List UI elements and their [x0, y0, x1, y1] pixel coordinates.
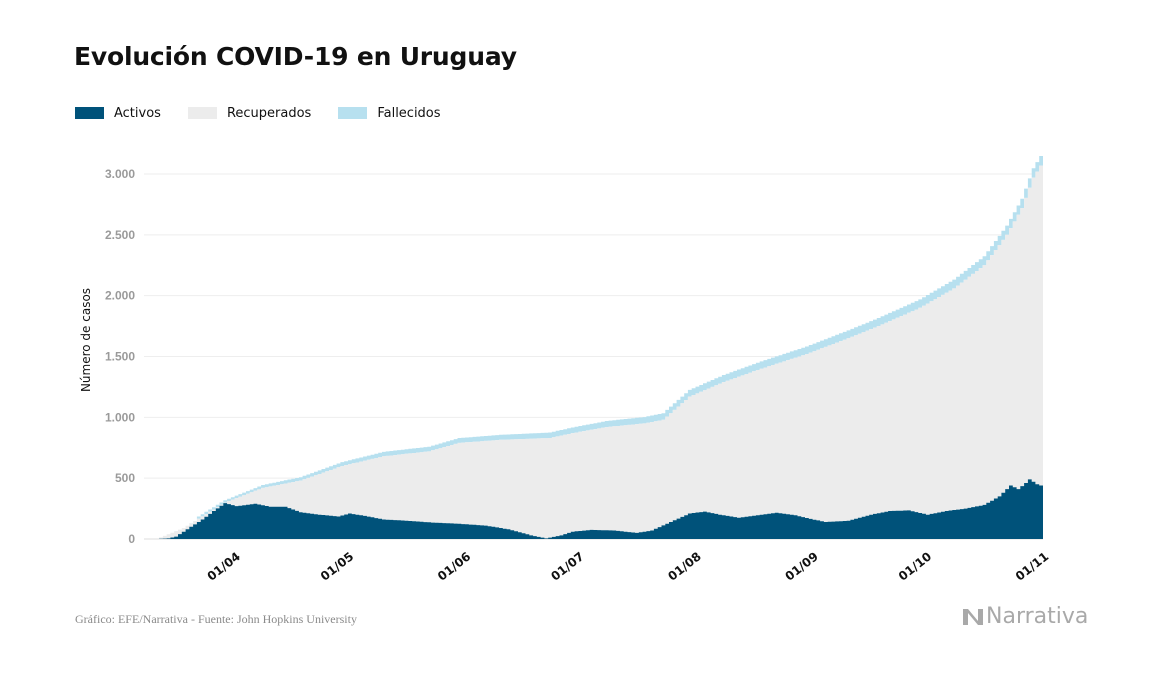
legend-label-activos: Activos	[114, 105, 161, 121]
y-tick-label: 1.000	[105, 410, 135, 424]
series-area-activos	[155, 479, 1044, 539]
y-axis-label: Número de casos	[79, 288, 93, 392]
legend-item-activos: Activos	[75, 106, 161, 121]
legend-label-recuperados: Recuperados	[226, 105, 312, 121]
legend-item-fallecidos: Fallecidos	[338, 105, 441, 121]
narrativa-logo: Narrativa	[962, 604, 1088, 629]
y-tick-label: 3.000	[105, 167, 135, 181]
area-chart: 0 500 1.000 1.500 2.000 2.500 3.000 Número de c…	[79, 156, 1051, 584]
chart-title: Evolución COVID-19 en Uruguay	[74, 42, 517, 71]
x-tick-label: 01/05	[318, 549, 356, 583]
legend-swatch-recuperados	[187, 107, 217, 119]
x-tick-label: 01/06	[435, 549, 473, 583]
x-tick-label: 01/10	[896, 549, 934, 583]
y-tick-label: 1.500	[105, 350, 135, 364]
legend: Activos Recuperados Fallecidos	[75, 104, 468, 122]
y-tick-label: 500	[115, 471, 135, 485]
source-footnote: Gráfico: EFE/Narrativa - Fuente: John Ho…	[75, 612, 357, 626]
x-tick-label: 01/08	[665, 549, 703, 583]
x-tick-label: 01/09	[782, 549, 820, 583]
y-tick-label: 0	[128, 532, 135, 546]
legend-label-fallecidos: Fallecidos	[377, 105, 441, 121]
legend-swatch-fallecidos	[338, 107, 368, 119]
legend-item-recuperados: Recuperados	[187, 105, 312, 121]
x-tick-label: 01/04	[205, 549, 243, 583]
series-area-recuperados	[155, 165, 1044, 539]
x-tick-label: 01/07	[548, 549, 586, 583]
y-tick-label: 2.500	[105, 228, 135, 242]
y-tick-label: 2.000	[105, 289, 135, 303]
narrativa-n-icon	[963, 608, 983, 625]
logo-text: Narrativa	[986, 604, 1089, 629]
x-tick-label: 01/11	[1013, 549, 1051, 583]
legend-swatch-activos	[75, 107, 104, 119]
